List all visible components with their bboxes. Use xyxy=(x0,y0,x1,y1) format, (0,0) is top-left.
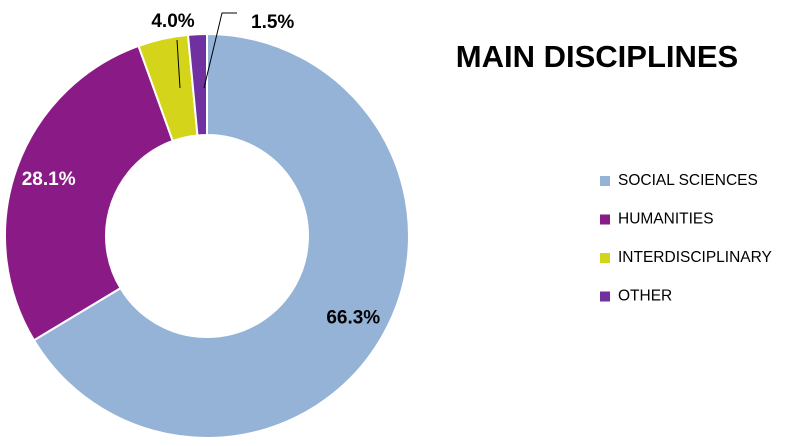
legend-label-social-sciences: SOCIAL SCIENCES xyxy=(618,172,758,189)
legend-swatch-interdisciplinary xyxy=(600,253,610,263)
slice-social-sciences xyxy=(32,32,410,439)
donut-slices xyxy=(4,32,410,439)
legend-swatch-social-sciences xyxy=(600,176,610,186)
leader-line-interdisciplinary xyxy=(176,39,181,89)
legend-swatch-other xyxy=(600,291,610,302)
legend-label-humanities: HUMANITIES xyxy=(618,211,714,228)
slice-other xyxy=(186,32,208,137)
legend: SOCIAL SCIENCES HUMANITIES INTERDISCIPLINA… xyxy=(600,172,772,305)
chart-title: MAIN DISCIPLINES xyxy=(456,39,738,74)
data-label-interdisciplinary: 4.0% xyxy=(151,11,194,32)
slice-humanities xyxy=(4,44,175,342)
legend-swatch-humanities xyxy=(600,214,610,225)
legend-label-interdisciplinary: INTERDISCIPLINARY xyxy=(618,249,772,266)
leader-line-other xyxy=(203,12,237,89)
legend-label-other: OTHER xyxy=(618,288,672,305)
leader-lines xyxy=(176,12,237,89)
data-label-social-sciences: 66.3% xyxy=(326,308,380,329)
data-labels: 66.3% 28.1% 4.0% 1.5% xyxy=(22,11,381,329)
data-label-humanities: 28.1% xyxy=(22,169,76,190)
data-label-other: 1.5% xyxy=(251,12,294,33)
